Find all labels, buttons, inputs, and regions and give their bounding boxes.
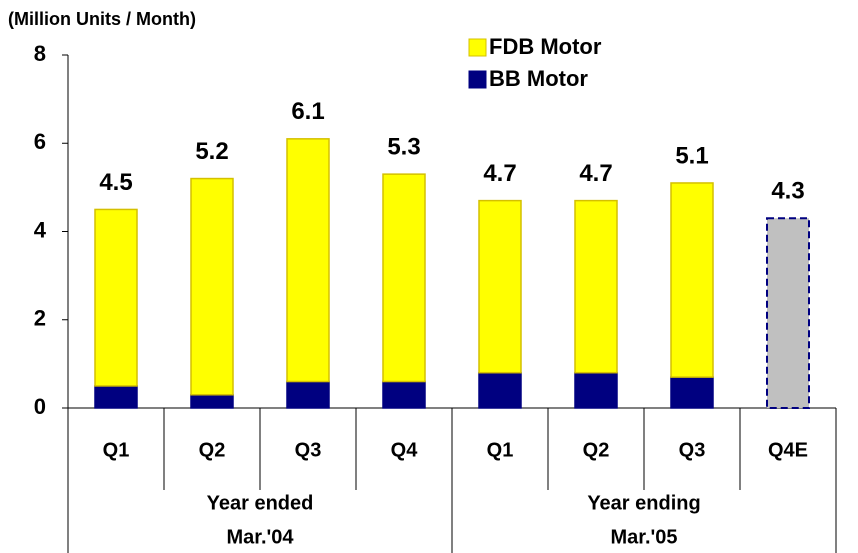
- x-tick-label: Q3: [295, 439, 322, 461]
- total-label: 4.7: [483, 160, 516, 187]
- y-tick-label: 0: [34, 394, 46, 419]
- x-tick-label: Q1: [103, 439, 130, 461]
- bar-segment: [286, 380, 330, 409]
- group-label: Mar.'04: [226, 526, 294, 548]
- bar-segment: [478, 199, 522, 374]
- y-tick-label: 2: [34, 306, 46, 331]
- total-label: 4.3: [771, 178, 804, 205]
- bar-segment: [670, 182, 714, 378]
- bar-segment: [286, 138, 330, 383]
- bar-segment: [478, 371, 522, 409]
- total-label: 4.5: [99, 169, 132, 196]
- x-tick-label: Q4E: [768, 439, 808, 461]
- x-tick-label: Q2: [583, 439, 610, 461]
- y-axis-label: (Million Units / Month): [8, 9, 196, 29]
- total-label: 4.7: [579, 160, 612, 187]
- total-label: 5.3: [387, 133, 420, 160]
- bar-segment: [94, 385, 138, 409]
- bar-segment: [382, 380, 426, 409]
- legend-label: BB Motor: [489, 66, 588, 91]
- total-label: 6.1: [291, 98, 324, 125]
- bar-segment: [94, 208, 138, 387]
- group-label: Year ending: [587, 492, 700, 514]
- y-tick-label: 4: [34, 217, 47, 242]
- x-tick-label: Q2: [199, 439, 226, 461]
- x-tick-label: Q1: [487, 439, 514, 461]
- bar-segment: [190, 394, 234, 409]
- bar-segment: [574, 199, 618, 374]
- legend-label: FDB Motor: [489, 34, 602, 59]
- bar-segment: [190, 177, 234, 396]
- estimate-bar: [766, 217, 810, 409]
- total-label: 5.2: [195, 138, 228, 165]
- bar-segment: [574, 371, 618, 409]
- x-tick-label: Q4: [391, 439, 419, 461]
- x-tick-label: Q3: [679, 439, 706, 461]
- bar-segment: [382, 173, 426, 383]
- bar-segment: [670, 376, 714, 409]
- group-label: Mar.'05: [610, 526, 677, 548]
- y-tick-label: 6: [34, 129, 46, 154]
- group-label: Year ended: [207, 492, 314, 514]
- legend-swatch: [468, 38, 487, 57]
- total-label: 5.1: [675, 142, 708, 169]
- y-tick-label: 8: [34, 41, 46, 66]
- legend-swatch: [468, 70, 487, 89]
